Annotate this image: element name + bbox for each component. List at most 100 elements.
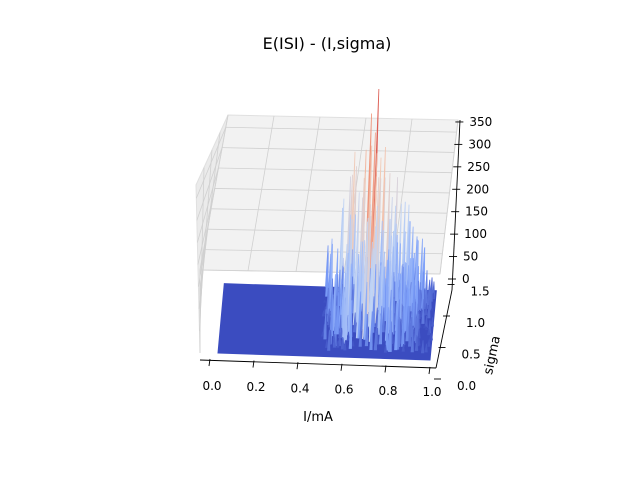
spike-mark [423, 325, 427, 329]
grid-line-x [295, 116, 321, 272]
grid-line-y [199, 149, 213, 312]
spike-mark [427, 339, 431, 347]
x-tick-mark [428, 366, 431, 375]
spike-mark [348, 300, 353, 349]
spike-mark [338, 207, 344, 291]
spike-mark [401, 343, 405, 352]
spike-mark [340, 336, 344, 350]
spike-mark [364, 314, 369, 347]
x-tick-label: 0.6 [334, 383, 353, 397]
x-tick-label: 0.4 [290, 381, 309, 395]
spike-mark [427, 300, 431, 319]
spike-mark [396, 203, 402, 300]
z-tick-label: 100 [464, 227, 487, 241]
x-axis-line [199, 359, 437, 369]
spike-mark [362, 235, 368, 339]
z-tick-label: 250 [467, 160, 490, 174]
spike-mark [336, 340, 340, 348]
y-tick-label: 0.5 [462, 348, 481, 362]
spike-mark [337, 332, 342, 347]
spike-mark [405, 305, 409, 342]
spike-mark [419, 238, 423, 294]
spike-mark [320, 331, 325, 337]
spike-mark [341, 273, 347, 344]
spike-mark [352, 312, 357, 333]
spike-mark [420, 340, 425, 354]
y-axis-line [435, 289, 453, 369]
grid-line-x [439, 119, 459, 275]
axis-lines [199, 119, 461, 369]
z-axis-ticks: 0 50 100 150 200 250 300 350 [448, 115, 492, 286]
spike-mark [430, 307, 434, 311]
spike-mark [417, 328, 421, 339]
spike-mark [367, 241, 373, 333]
grid-line-z [218, 167, 452, 174]
x-tick-mark [340, 363, 343, 371]
x-tick-mark [296, 362, 299, 370]
x-tick-label: 0.8 [378, 384, 397, 398]
spike-mark [323, 309, 327, 340]
spike-mark [352, 230, 359, 326]
grid-line-x [247, 115, 275, 271]
spike-mark [338, 314, 342, 339]
spike-mark [409, 258, 414, 312]
spike-mark [385, 307, 389, 351]
spike-mark [394, 303, 398, 351]
z-tick-label: 150 [465, 205, 488, 219]
spike-mark [333, 305, 337, 346]
spike-mark [424, 303, 428, 316]
spike-mark [377, 265, 382, 335]
y-axis-ticks: 0.0 0.5 1.0 1.5 [434, 284, 490, 393]
spike-mark [321, 310, 326, 317]
spike-mark [373, 326, 377, 351]
x-tick-label: 0.0 [202, 379, 221, 393]
spike-mark [346, 331, 350, 341]
z-tick-label: 0 [462, 272, 470, 286]
spike-mark [387, 310, 392, 352]
grid-line-z [225, 126, 457, 133]
x-tick-label: 1.0 [422, 385, 441, 399]
z-axis-line [451, 119, 461, 291]
spike-mark [424, 316, 428, 329]
spike-mark [424, 326, 428, 331]
spike-mark [368, 248, 374, 342]
y-tick-label: 1.0 [466, 316, 485, 330]
spike-mark [351, 340, 355, 347]
spike-mark [427, 329, 431, 336]
spike-mark [408, 323, 412, 347]
spike-mark [414, 335, 418, 351]
spike-mark [360, 240, 366, 327]
spike-mark [420, 271, 425, 311]
spike-mark [335, 292, 340, 335]
spike-mark [332, 333, 337, 348]
spike-mark [383, 344, 387, 353]
x-axis-ticks: 0.0 0.2 0.4 0.6 0.8 1.0 [202, 358, 442, 399]
y-tick-label: 0.0 [457, 379, 476, 393]
z-tick-label: 350 [469, 115, 492, 129]
spike-mark [410, 327, 414, 353]
z-tick-label: 50 [463, 250, 478, 264]
spike-mark [374, 218, 380, 324]
spike-mark [327, 330, 331, 351]
x-axis-label: I/mA [303, 410, 333, 425]
x-tick-label: 0.2 [246, 380, 265, 394]
spike-mark [382, 339, 386, 343]
grid-line-z [222, 147, 455, 153]
grid-line-y [199, 132, 221, 291]
y-axis-label: sigma [481, 335, 504, 377]
z-tick-label: 300 [468, 137, 491, 151]
x-tick-mark [208, 358, 211, 367]
spike-mark [325, 340, 329, 348]
grid-line-z [211, 208, 448, 214]
spike-mark [343, 341, 347, 351]
spike-mark [430, 317, 434, 327]
spike-mark [421, 299, 425, 324]
spike-mark [325, 252, 329, 297]
spike-mark [355, 255, 361, 339]
grid-lines [195, 114, 459, 353]
spike-mark [323, 300, 327, 303]
y-tick-label: 1.5 [471, 285, 490, 299]
spike-mark [424, 343, 428, 353]
